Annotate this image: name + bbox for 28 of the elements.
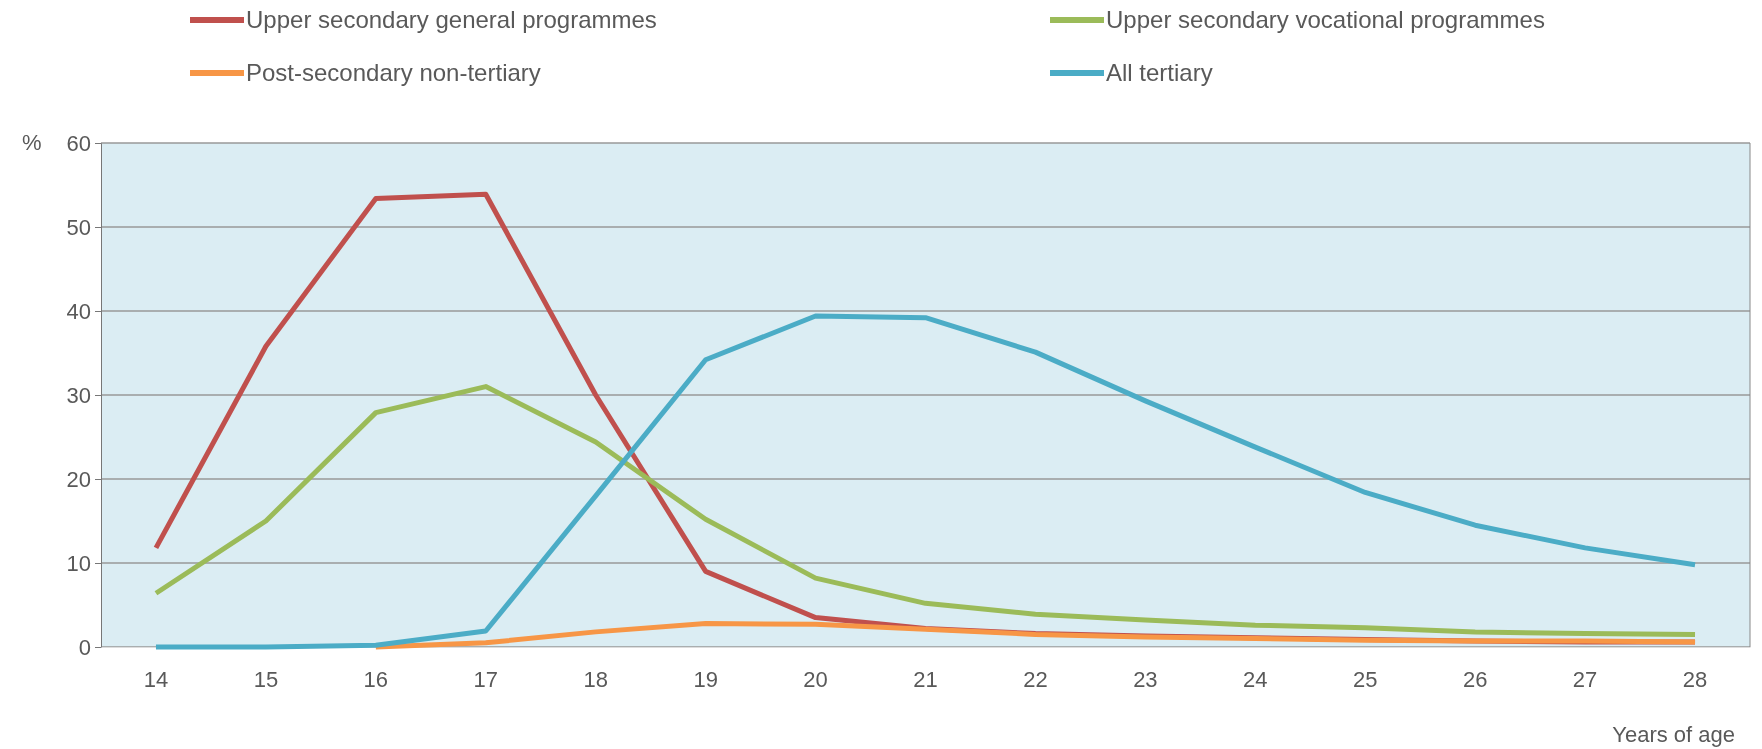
x-tick-label: 17 — [473, 666, 499, 692]
x-tick-label: 26 — [1462, 666, 1488, 692]
x-tick-label: 27 — [1572, 666, 1598, 692]
legend-label: Upper secondary vocational programmes — [1106, 6, 1545, 33]
legend-label: All tertiary — [1106, 59, 1213, 86]
x-tick-label: 24 — [1243, 666, 1268, 692]
legend-label: Post-secondary non-tertiary — [246, 59, 541, 86]
x-tick-label: 20 — [803, 666, 828, 692]
legend-label: Upper secondary general programmes — [246, 6, 657, 33]
x-tick-label: 18 — [583, 666, 608, 692]
x-tick-label: 22 — [1023, 666, 1048, 692]
y-tick-label: 40 — [66, 298, 91, 324]
x-tick-label: 21 — [913, 666, 938, 692]
y-tick-label: 10 — [66, 550, 91, 576]
x-tick-label: 23 — [1133, 666, 1158, 692]
x-tick-label: 25 — [1352, 666, 1378, 692]
y-tick-label: 30 — [66, 382, 91, 408]
x-tick-label: 16 — [363, 666, 389, 692]
x-tick-label: 19 — [693, 666, 718, 692]
y-tick-label: 20 — [66, 466, 91, 492]
y-tick-label: 60 — [66, 130, 91, 156]
x-tick-label: 14 — [143, 666, 169, 692]
x-tick-label: 28 — [1682, 666, 1708, 692]
x-axis-title: Years of age — [1612, 722, 1735, 747]
y-tick-label: 0 — [78, 634, 91, 660]
y-tick-label: 50 — [66, 214, 91, 240]
y-axis-title: % — [22, 130, 42, 155]
x-tick-label: 15 — [253, 666, 279, 692]
